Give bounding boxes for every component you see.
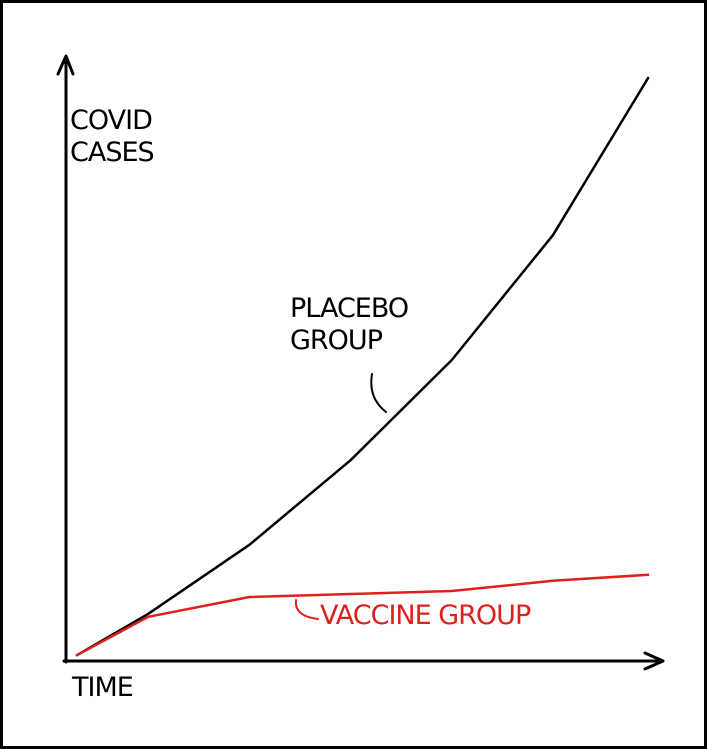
series-line: [75, 573, 650, 657]
y-axis-arrow: [56, 54, 75, 76]
series-label: VACCINE GROUP: [320, 600, 531, 631]
x-axis-arrow: [643, 651, 665, 671]
series-line: [75, 76, 650, 657]
placebo-pointer: [370, 373, 387, 413]
series-label: PLACEBO GROUP: [290, 293, 409, 356]
vaccine-pointer: [294, 599, 319, 620]
axes: [56, 54, 665, 671]
x-axis-label: TIME: [72, 672, 134, 703]
y-axis-label: COVID CASES: [70, 105, 155, 168]
